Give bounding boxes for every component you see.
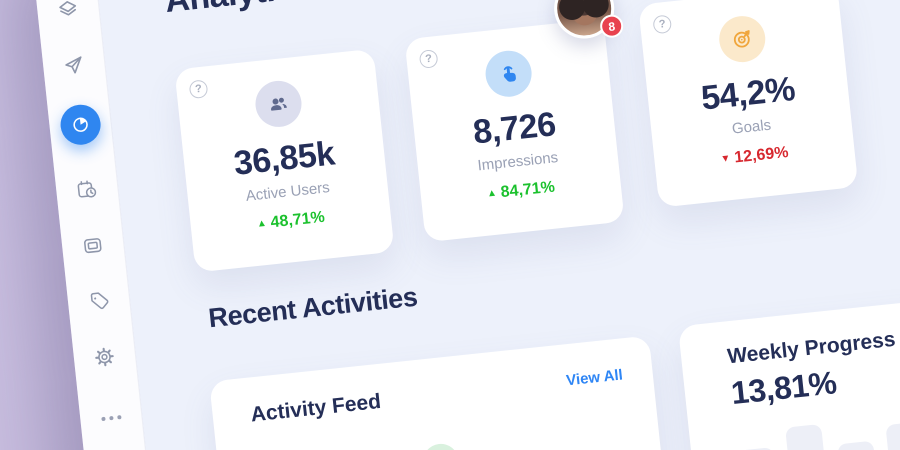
tap-icon xyxy=(483,48,534,99)
settings-icon[interactable] xyxy=(91,343,117,369)
more-icon[interactable] xyxy=(98,405,124,431)
question-icon[interactable]: ? xyxy=(652,14,673,35)
pie-chart-icon[interactable] xyxy=(58,102,103,147)
notification-badge: 8 xyxy=(599,13,625,39)
media-icon[interactable] xyxy=(80,232,106,258)
dashboard-window: Analytics Overview 8 ? 36,85k Active Use… xyxy=(30,0,900,450)
up-arrow-icon: ▲ xyxy=(256,217,268,230)
page-title: Analytics Overview xyxy=(163,0,468,21)
sidebar xyxy=(30,0,172,450)
activity-feed-title: Activity Feed xyxy=(249,389,383,427)
main-content: Analytics Overview 8 ? 36,85k Active Use… xyxy=(91,0,900,450)
activity-item-icon xyxy=(421,442,461,450)
stat-delta: ▲ 48,71% xyxy=(256,208,326,232)
layers-icon[interactable] xyxy=(55,0,81,24)
users-icon xyxy=(253,78,304,130)
activity-feed-card: Activity Feed View All xyxy=(209,335,676,450)
tag-icon[interactable] xyxy=(85,288,111,314)
stat-card-active-users: ? 36,85k Active Users ▲ 48,71% xyxy=(174,48,395,273)
view-all-link[interactable]: View All xyxy=(565,366,624,390)
weekly-progress-bars xyxy=(735,414,900,450)
down-arrow-icon: ▼ xyxy=(720,153,732,165)
stat-card-impressions: ? 8,726 Impressions ▲ 84,71% xyxy=(404,18,625,243)
question-icon[interactable]: ? xyxy=(188,79,209,100)
weekly-progress-card: Weekly Progress 13,81% xyxy=(677,291,900,450)
stat-delta: ▼ 12,69% xyxy=(720,143,790,167)
question-icon[interactable]: ? xyxy=(418,49,439,69)
schedule-icon[interactable] xyxy=(74,176,100,202)
stat-card-goals: ? 54,2% Goals ▼ 12,69% xyxy=(638,0,859,208)
stat-delta: ▲ 84,71% xyxy=(486,178,556,202)
section-title-recent-activities: Recent Activities xyxy=(206,281,419,334)
user-avatar[interactable]: 8 xyxy=(551,0,625,42)
up-arrow-icon: ▲ xyxy=(486,187,498,200)
send-icon[interactable] xyxy=(61,52,87,78)
target-icon xyxy=(716,13,768,65)
